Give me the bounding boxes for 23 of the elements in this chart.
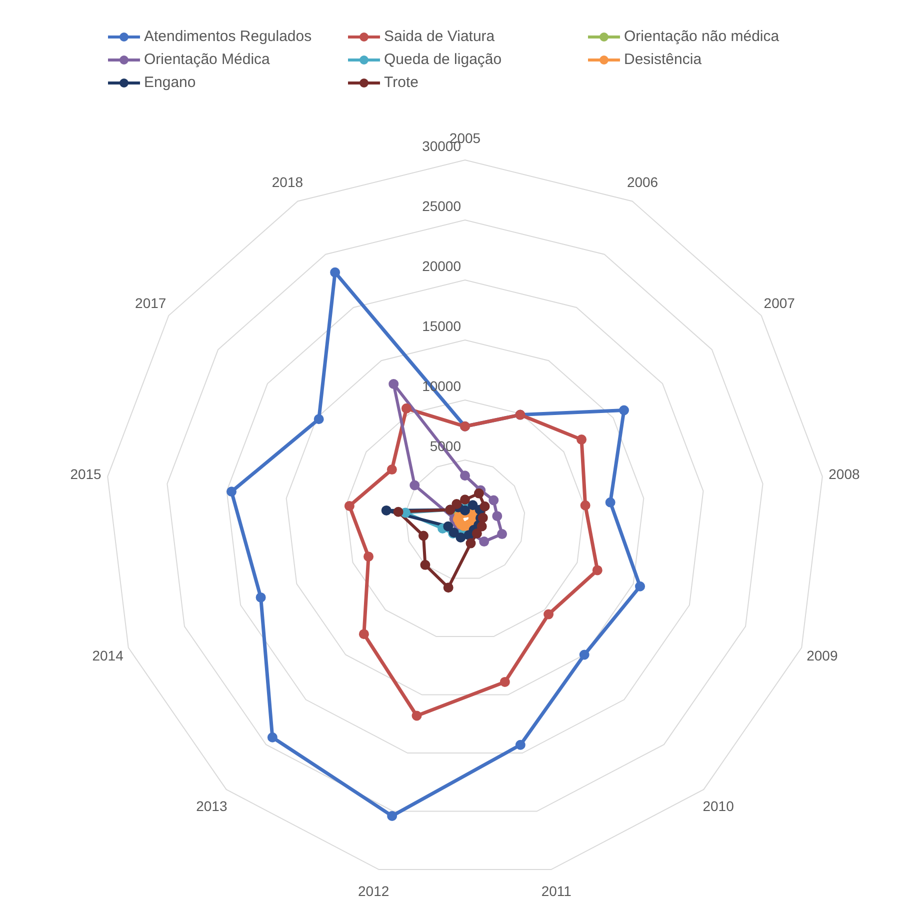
spoke-label: 2017 [135,295,166,311]
spoke-label: 2013 [196,798,228,814]
legend-label: Orientação não médica [624,28,780,45]
legend-label: Atendimentos Regulados [144,28,312,45]
spoke-label: 2012 [358,882,390,899]
spoke-label: 2015 [70,466,102,482]
legend-label: Orientação Médica [144,51,270,68]
legend-label: Desistência [624,51,702,68]
spoke-label: 2008 [828,466,860,482]
y-tick-label: 15000 [422,318,462,334]
spoke-label: 2014 [92,647,124,664]
y-tick-label: 25000 [422,198,462,214]
spoke-label: 2010 [702,798,734,814]
spoke-label: 2011 [541,882,572,899]
y-tick-label: 20000 [422,258,462,274]
legend-label: Queda de ligação [384,51,502,68]
spoke-label: 2007 [764,295,796,311]
legend-label: Trote [384,74,418,91]
legend-label: Engano [144,74,196,91]
spoke-label: 2006 [626,174,658,190]
spoke-label: 2009 [806,647,838,664]
legend-label: Saida de Viatura [384,28,495,45]
spoke-label: 2018 [272,174,304,190]
